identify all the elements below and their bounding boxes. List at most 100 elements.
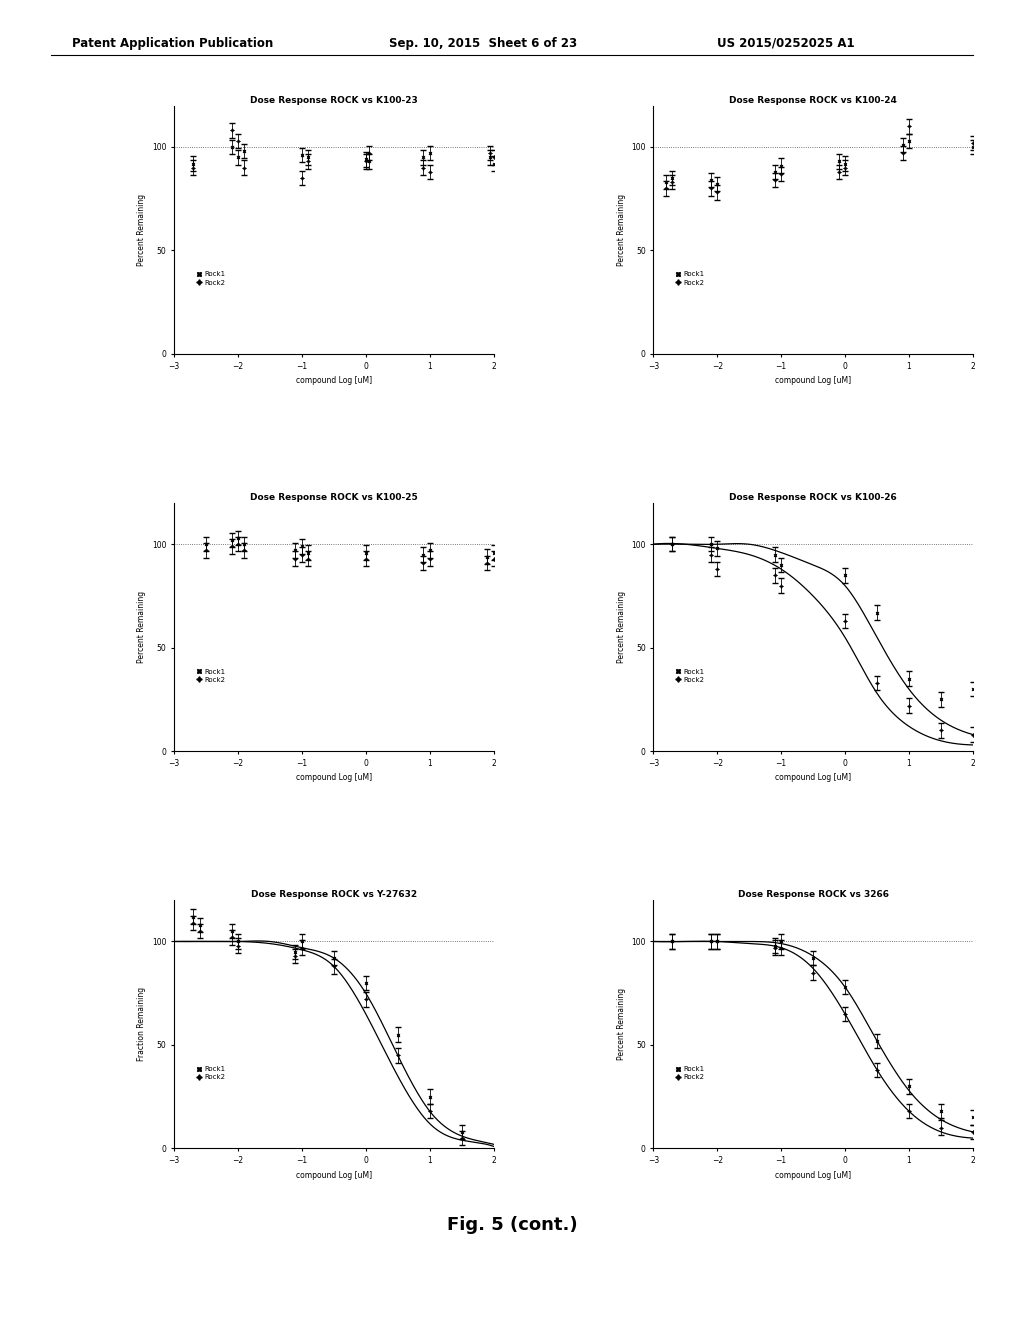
X-axis label: compound Log [uM]: compound Log [uM] [296, 1171, 372, 1180]
X-axis label: compound Log [uM]: compound Log [uM] [775, 376, 851, 385]
Point [237, 157, 253, 178]
Point [422, 548, 438, 569]
Point [767, 544, 783, 565]
Point [237, 533, 253, 554]
Point [288, 548, 304, 569]
Point [702, 178, 719, 199]
Point [837, 157, 853, 178]
Point [665, 931, 681, 952]
Point [223, 927, 240, 948]
Point [294, 536, 310, 557]
Y-axis label: Fraction Remaining: Fraction Remaining [137, 987, 146, 1061]
Point [773, 576, 790, 597]
Point [837, 610, 853, 631]
Point [709, 182, 725, 203]
Point [198, 533, 214, 554]
Point [767, 935, 783, 956]
Point [415, 157, 431, 178]
Point [360, 143, 377, 164]
Point [191, 920, 208, 941]
Point [965, 132, 981, 153]
Title: Dose Response ROCK vs K100-26: Dose Response ROCK vs K100-26 [729, 494, 897, 502]
Point [422, 1086, 438, 1107]
Point [485, 548, 502, 569]
Point [237, 540, 253, 561]
Point [965, 725, 981, 746]
Point [326, 948, 342, 969]
Point [665, 931, 681, 952]
Point [422, 1101, 438, 1122]
Point [300, 147, 316, 168]
Point [709, 558, 725, 579]
Point [357, 973, 374, 994]
Point [933, 1117, 949, 1138]
Point [709, 931, 725, 952]
Point [229, 131, 246, 152]
Point [357, 150, 374, 172]
Point [767, 937, 783, 958]
Point [657, 178, 674, 199]
Point [773, 164, 790, 185]
Point [422, 540, 438, 561]
Text: Fig. 5 (cont.): Fig. 5 (cont.) [446, 1216, 578, 1234]
Point [223, 920, 240, 941]
Point [326, 956, 342, 977]
Point [357, 543, 374, 564]
X-axis label: compound Log [uM]: compound Log [uM] [296, 774, 372, 783]
Point [933, 719, 949, 741]
Point [767, 161, 783, 182]
Point [965, 678, 981, 700]
Point [198, 540, 214, 561]
Point [479, 552, 496, 573]
Point [965, 1106, 981, 1127]
Title: Dose Response ROCK vs 3266: Dose Response ROCK vs 3266 [737, 890, 889, 899]
Point [357, 548, 374, 569]
Y-axis label: Percent Remaining: Percent Remaining [137, 194, 146, 265]
Point [294, 937, 310, 958]
Y-axis label: Percent Remaining: Percent Remaining [137, 591, 146, 663]
Point [901, 696, 918, 717]
Point [965, 136, 981, 157]
Point [357, 989, 374, 1010]
Point [933, 1101, 949, 1122]
Point [389, 1024, 406, 1045]
Point [294, 544, 310, 565]
Point [300, 150, 316, 172]
Point [357, 149, 374, 170]
Point [773, 154, 790, 176]
Point [415, 544, 431, 565]
Point [479, 546, 496, 568]
Point [837, 1003, 853, 1024]
Point [223, 536, 240, 557]
Legend: Rock1, Rock2: Rock1, Rock2 [673, 667, 708, 685]
Point [657, 172, 674, 193]
Point [901, 131, 918, 152]
Point [901, 1101, 918, 1122]
Legend: Rock1, Rock2: Rock1, Rock2 [673, 269, 708, 288]
Point [702, 169, 719, 190]
Point [185, 157, 202, 178]
Point [229, 935, 246, 956]
Point [830, 150, 847, 172]
Point [901, 668, 918, 689]
Point [294, 145, 310, 166]
Point [805, 962, 821, 983]
Text: US 2015/0252025 A1: US 2015/0252025 A1 [717, 37, 854, 50]
Point [294, 931, 310, 952]
Point [191, 915, 208, 936]
Point [805, 948, 821, 969]
Point [485, 153, 502, 174]
Point [294, 168, 310, 189]
X-axis label: compound Log [uM]: compound Log [uM] [775, 1171, 851, 1180]
Y-axis label: Percent Remaining: Percent Remaining [616, 591, 626, 663]
Point [223, 136, 240, 157]
Point [868, 1030, 885, 1051]
Point [709, 537, 725, 558]
Point [702, 931, 719, 952]
Point [665, 533, 681, 554]
Point [229, 533, 246, 554]
Text: Sep. 10, 2015  Sheet 6 of 23: Sep. 10, 2015 Sheet 6 of 23 [389, 37, 578, 50]
Point [837, 977, 853, 998]
Point [965, 1121, 981, 1142]
Point [300, 543, 316, 564]
